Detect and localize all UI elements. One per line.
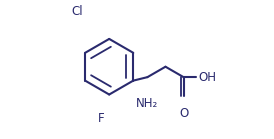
Text: Cl: Cl <box>72 5 83 18</box>
Text: F: F <box>98 112 104 125</box>
Text: O: O <box>179 107 188 120</box>
Text: OH: OH <box>199 71 217 84</box>
Text: NH₂: NH₂ <box>136 97 159 110</box>
